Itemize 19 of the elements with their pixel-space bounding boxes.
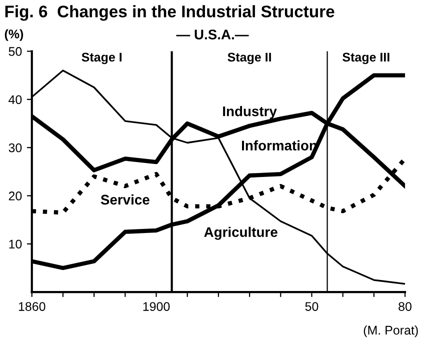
y-tick-label: 40: [8, 95, 22, 104]
chart-subtitle: — U.S.A.—: [176, 30, 249, 40]
annotation: Stage II: [228, 52, 271, 64]
x-tick-label: 1900: [143, 302, 170, 311]
annotation: Stage III: [342, 52, 390, 64]
series-label: Service: [100, 194, 150, 205]
annotation: Stage I: [82, 52, 122, 64]
chart-title: Fig. 6 Changes in the Industrial Structure: [5, 5, 334, 21]
y-tick-label: 10: [9, 240, 22, 249]
x-tick-label: 50: [305, 302, 318, 311]
y-axis-title: (%): [4, 29, 24, 41]
series-label: Industry: [223, 106, 277, 119]
y-tick-label: 30: [8, 143, 22, 152]
text: (M. Porat): [364, 325, 418, 338]
y-tick-label: 20: [8, 192, 22, 200]
x-tick-label: 1860: [18, 302, 46, 311]
x-tick-label: 80: [398, 302, 412, 311]
y-tick-label: 50: [8, 47, 22, 56]
series-label: Agriculture: [204, 226, 278, 240]
